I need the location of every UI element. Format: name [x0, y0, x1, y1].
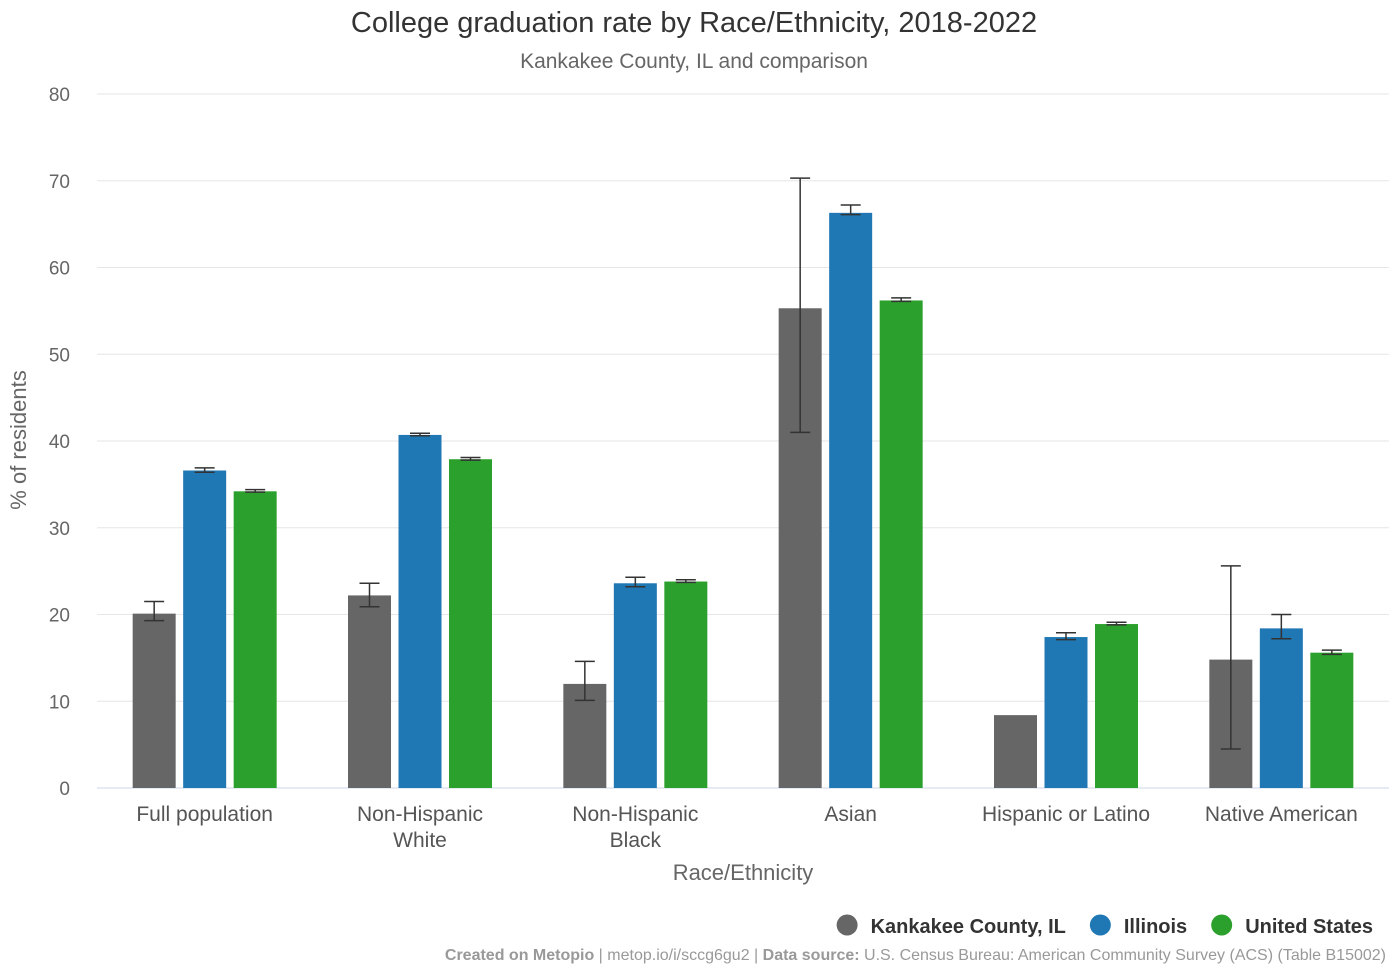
bar[interactable]	[449, 459, 492, 788]
legend-dot	[1089, 914, 1111, 936]
y-tick-label: 20	[49, 606, 70, 627]
credits-created: Created on Metopio	[445, 947, 595, 964]
bar[interactable]	[1095, 624, 1138, 788]
bar[interactable]	[994, 715, 1037, 788]
y-axis-ticks: 0 10 20 30 40 50 60 70 80	[49, 85, 70, 800]
y-tick-label: 80	[49, 85, 70, 106]
bar[interactable]	[613, 583, 657, 788]
legend-item[interactable]: Illinois	[1089, 914, 1187, 939]
bar[interactable]	[398, 434, 442, 788]
bar[interactable]	[1044, 637, 1088, 788]
legend-item[interactable]: United States	[1211, 914, 1373, 939]
bar[interactable]	[132, 613, 176, 788]
y-tick-label: 60	[49, 259, 70, 280]
x-category-label: Asian	[824, 803, 877, 826]
bar[interactable]	[1310, 652, 1354, 788]
bar[interactable]	[829, 212, 873, 788]
legend-dot	[1211, 914, 1233, 936]
x-category-label: Native American	[1205, 803, 1358, 826]
y-tick-label: 30	[49, 519, 70, 540]
y-tick-label: 40	[49, 432, 70, 453]
bar[interactable]	[183, 470, 227, 788]
credits-separator: |	[594, 947, 607, 964]
x-category-label: Non-Hispanic White	[357, 803, 483, 852]
gridlines	[97, 93, 1389, 702]
legend-label: Illinois	[1124, 916, 1187, 938]
y-tick-label: 10	[49, 692, 70, 713]
credits[interactable]: Created on Metopio | metop.io/i/sccg6gu2…	[445, 947, 1386, 964]
x-axis-title: Race/Ethnicity	[673, 860, 814, 885]
chart-title: College graduation rate by Race/Ethnicit…	[351, 7, 1037, 39]
error-bars	[144, 177, 1342, 750]
bar[interactable]	[664, 581, 708, 788]
credits-source-label: Data source:	[763, 947, 860, 964]
bar[interactable]	[348, 595, 391, 788]
legend: Kankakee County, IL Illinois United States	[836, 914, 1373, 939]
x-category-label: Hispanic or Latino	[982, 803, 1150, 826]
bars	[132, 212, 1354, 788]
bar[interactable]	[1259, 628, 1303, 788]
x-axis-categories: Full population Non-Hispanic White Non-Hisp…	[136, 803, 1357, 852]
x-category-label: Full population	[136, 803, 273, 826]
legend-item[interactable]: Kankakee County, IL	[836, 914, 1066, 939]
bar[interactable]	[233, 491, 277, 788]
credits-source-text: U.S. Census Bureau: American Community S…	[860, 947, 1386, 964]
y-tick-label: 70	[49, 172, 70, 193]
credits-link[interactable]: metop.io/i/sccg6gu2	[607, 947, 749, 964]
x-category-label: Non-Hispanic Black	[572, 803, 698, 852]
chart-subtitle: Kankakee County, IL and comparison	[520, 50, 868, 73]
y-tick-label: 50	[49, 345, 70, 366]
bar[interactable]	[879, 300, 923, 788]
y-axis-title: % of residents	[6, 370, 31, 509]
legend-label: United States	[1245, 916, 1373, 938]
y-tick-label: 0	[59, 779, 70, 800]
legend-label: Kankakee County, IL	[871, 916, 1066, 938]
legend-dot	[836, 914, 858, 936]
credits-separator-2: |	[750, 947, 763, 964]
bar[interactable]	[563, 683, 607, 788]
